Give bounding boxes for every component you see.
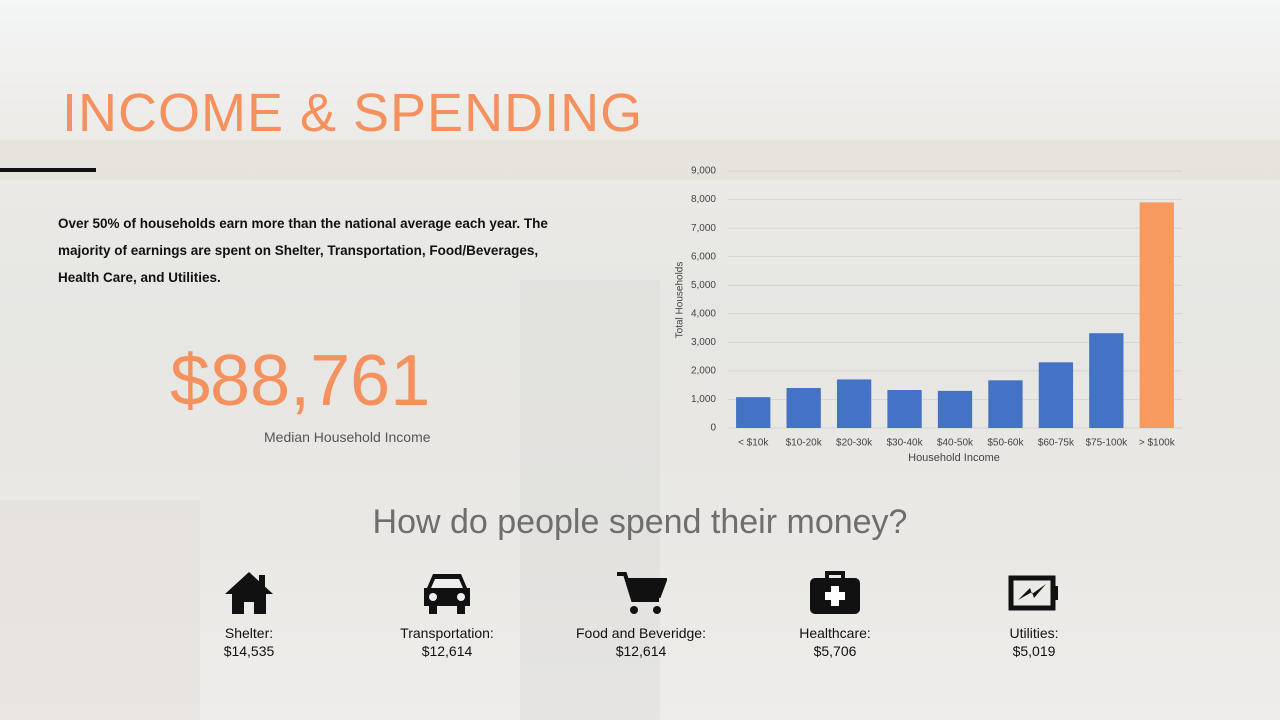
y-tick-label: 6,000 xyxy=(691,251,716,262)
y-tick-label: 2,000 xyxy=(691,366,716,377)
x-tick-label: $30-40k xyxy=(886,438,923,449)
bar xyxy=(836,379,872,428)
item-name: Food and Beveridge: xyxy=(576,625,706,641)
cart-icon xyxy=(617,572,667,614)
bar xyxy=(1139,202,1174,428)
title-rule xyxy=(0,168,96,172)
y-axis-label: Total Households xyxy=(675,262,686,339)
y-tick-label: 9,000 xyxy=(691,166,716,177)
y-tick-label: 7,000 xyxy=(691,223,716,234)
item-amount: $12,614 xyxy=(421,643,473,659)
y-tick-label: 5,000 xyxy=(691,280,716,291)
car-icon xyxy=(424,574,470,614)
bar xyxy=(887,390,922,428)
item-amount: $5,019 xyxy=(1012,643,1056,659)
x-tick-label: < $10k xyxy=(738,438,769,449)
spending-item: Transportation: $12,614 xyxy=(357,570,537,660)
bar xyxy=(786,388,821,428)
median-value: $88,761 xyxy=(170,341,431,421)
x-axis-label: Household Income xyxy=(908,452,1000,464)
y-tick-label: 4,000 xyxy=(691,308,716,319)
bar xyxy=(1089,333,1124,428)
x-tick-label: $20-30k xyxy=(836,438,873,449)
y-tick-label: 8,000 xyxy=(691,194,716,205)
spending-item: Utilities: $5,019 xyxy=(944,570,1124,660)
median-label: Median Household Income xyxy=(264,429,431,445)
chart: Total Households Household Income 0 1,000… xyxy=(675,166,1182,464)
x-tick-label: > $100k xyxy=(1139,438,1176,449)
x-tick-label: $75-100k xyxy=(1085,438,1128,449)
house-icon xyxy=(225,572,273,614)
y-tick-label: 0 xyxy=(710,423,716,434)
spending-item: Food and Beveridge: $12,614 xyxy=(551,570,731,660)
x-tick-label: $40-50k xyxy=(937,438,974,449)
item-amount: $5,706 xyxy=(813,643,857,659)
x-tick-label: $10-20k xyxy=(786,438,823,449)
item-name: Healthcare: xyxy=(799,625,871,641)
battery-icon xyxy=(1008,575,1058,611)
item-name: Transportation: xyxy=(400,625,494,641)
item-amount: $12,614 xyxy=(615,643,667,659)
y-tick-label: 3,000 xyxy=(691,337,716,348)
x-tick-label: $50-60k xyxy=(987,438,1024,449)
y-tick-label: 1,000 xyxy=(691,394,716,405)
medkit-icon xyxy=(810,571,860,614)
spending-item: Healthcare: $5,706 xyxy=(745,570,925,660)
spending-item: Shelter: $14,535 xyxy=(159,570,339,660)
bar xyxy=(736,397,771,428)
item-name: Utilities: xyxy=(1009,625,1059,641)
title: INCOME & SPENDING xyxy=(62,83,644,143)
item-name: Shelter: xyxy=(224,625,274,641)
bar xyxy=(937,390,973,428)
spending-heading: How do people spend their money? xyxy=(372,503,908,541)
bar xyxy=(988,380,1023,428)
item-amount: $14,535 xyxy=(223,643,275,659)
description: Over 50% of households earn more than th… xyxy=(58,216,548,285)
x-tick-label: $60-75k xyxy=(1038,438,1075,449)
bar xyxy=(1038,362,1074,428)
